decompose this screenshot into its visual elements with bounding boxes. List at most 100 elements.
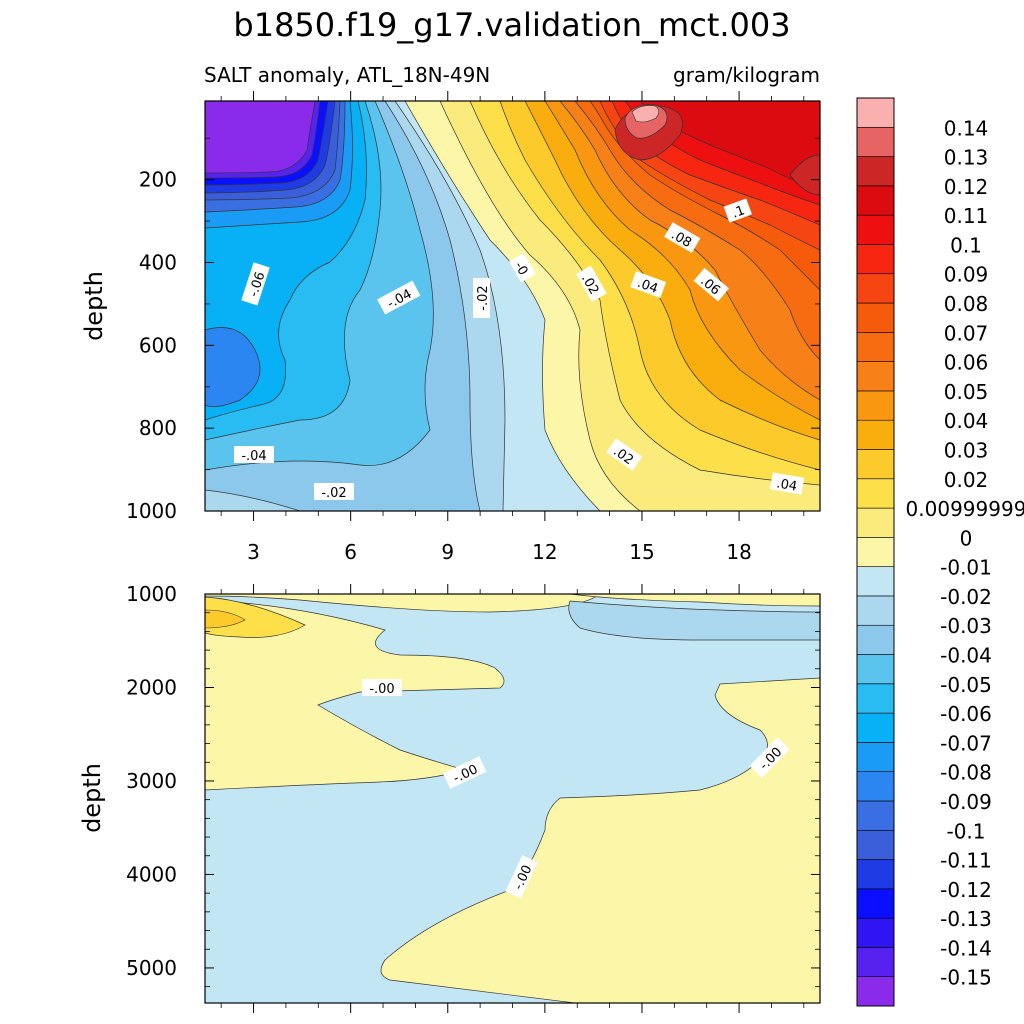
colorbar-tick-label: -0.08 [940,761,992,785]
colorbar-swatch [856,185,895,216]
contour-label-box [769,472,805,495]
colorbar-tick-label: 0.12 [944,175,989,199]
colorbar-tick-label: -0.09 [940,790,992,814]
colorbar-swatch [856,742,895,772]
colorbar-tick-label: 0.08 [944,292,989,316]
colorbar-swatch [856,156,895,187]
lower-y-tick-label: 3000 [126,769,177,793]
upper-x-tick-label: 9 [441,540,454,564]
contour-label: -0 [509,253,536,283]
contour-label: -.02 [314,483,354,501]
colorbar-swatch [856,595,895,626]
colorbar-swatch [856,244,895,275]
colorbar-tick-label: -0.15 [940,966,992,990]
contour-label-box [314,483,354,500]
colorbar-tick-label: 0 [960,526,973,550]
colorbar-swatch [856,712,895,743]
colorbar-swatch [856,97,895,128]
lower-y-axis: 1000 2000 3000 4000 5000 [126,582,820,988]
colorbar-swatch [856,361,895,392]
contour-label-box [606,438,643,471]
upper-x-tick-label: 18 [726,540,751,564]
contour-label-box [693,267,730,302]
colorbar-tick-label: 0.1 [950,233,982,257]
colorbar-tick-label: -0.03 [940,614,992,638]
left-subtitle: SALT anomaly, ATL_18N-49N [204,63,490,87]
contour-label-box [234,446,274,463]
upper-y-axis-label: depth [80,271,108,341]
contour-label-text: -.02 [476,285,491,310]
colorbar-tick-label: -0.05 [940,673,992,697]
lower-contour-fill [205,594,820,1003]
colorbar-tick-label: 0.14 [944,116,989,140]
lower-y-tick-label: 4000 [126,862,177,886]
colorbar-swatch [856,683,895,714]
upper-y-tick-label: 400 [139,251,177,275]
colorbar-tick-label: -0.06 [940,702,992,726]
colorbar-tick-label: -0.12 [940,878,992,902]
upper-contour-fill [205,101,820,511]
contour-label-box [576,265,607,302]
colorbar-swatch [856,771,895,802]
contour-label: .04 [630,271,667,298]
colorbar-swatch [856,214,895,245]
contour-label-text: -.06 [246,270,268,299]
lower-y-tick-label: 2000 [126,675,177,699]
lower-y-tick-label: 5000 [126,956,177,980]
contour-label: .1 [723,198,753,223]
colorbar-tick-label: -0.01 [940,556,992,580]
contour-label-box [749,737,790,778]
colorbar-tick-label: -0.14 [940,936,992,960]
colorbar-swatch [856,449,895,480]
colorbar-tick-label: -0.02 [940,585,992,609]
colorbar-tick-label: -0.1 [946,819,985,843]
upper-x-tick-label: 6 [344,540,357,564]
contour-label-text: -.02 [321,486,346,501]
contour-label: -.02 [473,278,491,318]
upper-contour-labels: -.06-.04 -.02-0.02.04.06.08.1-.04-.02.02.… [234,198,805,501]
colorbar-tick-label: 0.03 [944,438,989,462]
contour-label-text: .1 [730,203,747,221]
contour-label-box [664,222,701,253]
colorbar-tick-label: 0.04 [944,409,989,433]
colorbar-swatch [856,390,895,421]
lower-x-axis [220,584,805,1013]
upper-x-axis: 3 6 9 12 15 18 [220,91,805,564]
upper-y-tick-label: 800 [139,416,177,440]
colorbar-swatch [856,273,895,304]
lower-y-tick-label: 1000 [126,582,177,606]
colorbar-swatch [856,829,895,860]
colorbar-tick-label: 0.11 [944,204,989,228]
upper-y-axis: 200 400 600 800 1000 [126,137,820,523]
contour-label-text: -.00 [369,682,394,697]
contour-label-text: .04 [635,276,660,297]
colorbar-frame [856,97,895,1007]
colorbar-swatch [856,888,895,919]
colorbar-swatch [856,624,895,655]
colorbar-tick-label: 0.02 [944,468,989,492]
colorbar-tick-label: 0.09 [944,263,989,287]
contour-label-box [505,855,538,899]
right-subtitle: gram/kilogram [673,63,820,87]
upper-panel: -.06-.04 -.02-0.02.04.06.08.1-.04-.02.02.… [80,91,821,564]
colorbar-swatch [856,947,895,978]
colorbar-swatch [856,537,895,567]
upper-y-tick-label: 200 [139,168,177,192]
contour-label-box [241,262,270,306]
colorbar-tick-label: 0.07 [944,321,989,345]
contour-label-box [443,756,487,789]
lower-y-axis-label: depth [78,763,106,833]
figure-title: b1850.f19_g17.validation_mct.003 [233,6,790,44]
contour-label: .04 [769,472,805,495]
colorbar-swatch [856,332,895,362]
upper-x-tick-label: 15 [629,540,654,564]
colorbar-swatch [856,800,895,831]
upper-x-tick-label: 12 [532,540,557,564]
upper-y-tick-label: 1000 [126,499,177,523]
colorbar-tick-label: 0.13 [944,146,989,170]
colorbar-swatch [856,478,895,509]
upper-x-tick-label: 3 [247,540,260,564]
contour-label: -.06 [241,262,270,306]
contour-label-box [362,679,402,696]
